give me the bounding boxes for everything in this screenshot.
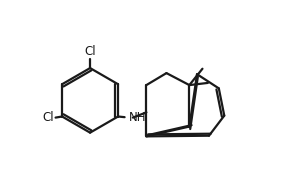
- Text: NH: NH: [128, 111, 146, 124]
- Text: Cl: Cl: [84, 45, 96, 58]
- Text: Cl: Cl: [43, 111, 54, 124]
